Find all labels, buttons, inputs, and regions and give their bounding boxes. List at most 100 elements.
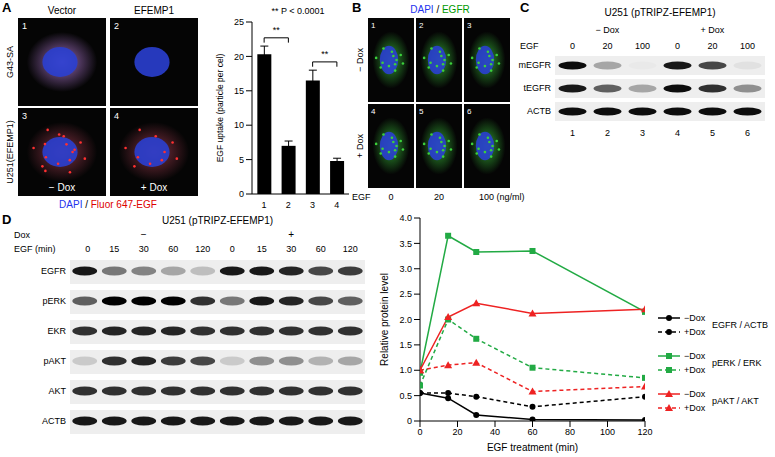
svg-text:100: 100 [635, 41, 650, 51]
svg-text:**: ** [321, 49, 329, 59]
svg-text:60: 60 [316, 244, 326, 254]
svg-text:tEGFR: tEGFR [523, 83, 551, 93]
svg-text:EGF: EGF [520, 41, 539, 51]
svg-text:− Dox: − Dox [355, 48, 365, 72]
svg-text:+Dox: +Dox [684, 365, 706, 375]
svg-text:mEGFR: mEGFR [519, 60, 552, 70]
svg-text:B: B [352, 0, 361, 15]
svg-text:+ Dox: + Dox [141, 182, 167, 193]
svg-text:0: 0 [230, 244, 235, 254]
svg-text:Dox: Dox [14, 230, 31, 240]
svg-text:100: 100 [600, 427, 615, 437]
svg-text:20: 20 [602, 41, 612, 51]
svg-text:1: 1 [570, 128, 575, 138]
svg-text:D: D [2, 212, 11, 227]
svg-text:G43-SA: G43-SA [5, 46, 15, 78]
svg-text:U251 (pTRIPZ-EFEMP1): U251 (pTRIPZ-EFEMP1) [162, 215, 273, 226]
svg-text:3: 3 [467, 21, 472, 30]
svg-text:pAKT / AKT: pAKT / AKT [712, 396, 759, 406]
svg-text:EGFR / ACTB: EGFR / ACTB [712, 320, 768, 330]
svg-text:+Dox: +Dox [684, 403, 706, 413]
svg-text:0: 0 [675, 41, 680, 51]
svg-text:3: 3 [22, 111, 27, 121]
svg-text:− Dox: − Dox [596, 25, 620, 35]
svg-text:−: − [141, 229, 147, 240]
svg-text:120: 120 [195, 244, 210, 254]
svg-text:120: 120 [637, 427, 652, 437]
svg-text:+ Dox: + Dox [701, 25, 725, 35]
svg-text:EFEMP1: EFEMP1 [134, 5, 174, 16]
svg-text:0.5: 0.5 [399, 391, 412, 401]
svg-text:2.0: 2.0 [399, 315, 412, 325]
svg-text:EGF uptake (particle per cel): EGF uptake (particle per cel) [215, 54, 225, 163]
svg-text:3.0: 3.0 [399, 264, 412, 274]
svg-text:EGFR: EGFR [41, 266, 67, 276]
svg-text:60: 60 [168, 244, 178, 254]
svg-text:+Dox: +Dox [684, 327, 706, 337]
svg-text:60: 60 [527, 427, 537, 437]
svg-text:0: 0 [85, 244, 90, 254]
svg-text:0: 0 [388, 192, 393, 202]
svg-text:1.5: 1.5 [399, 340, 412, 350]
svg-text:4: 4 [114, 111, 119, 121]
svg-text:−Dox: −Dox [684, 313, 706, 323]
svg-text:2: 2 [286, 200, 291, 210]
svg-text:DAPI / EGFR: DAPI / EGFR [410, 4, 469, 15]
svg-text:5: 5 [239, 155, 244, 165]
svg-text:C: C [520, 0, 530, 15]
svg-text:6: 6 [745, 128, 750, 138]
svg-text:**: ** [273, 25, 281, 35]
svg-text:Vector: Vector [48, 5, 77, 16]
svg-text:AKT: AKT [48, 386, 66, 396]
svg-text:20: 20 [434, 192, 444, 202]
svg-text:0: 0 [570, 41, 575, 51]
svg-text:** P < 0.0001: ** P < 0.0001 [271, 6, 324, 16]
svg-text:+ Dox: + Dox [355, 134, 365, 158]
svg-text:5: 5 [710, 128, 715, 138]
svg-text:DAPI / Fluor 647-EGF: DAPI / Fluor 647-EGF [59, 199, 157, 210]
svg-text:pERK: pERK [42, 296, 66, 306]
svg-text:pAKT: pAKT [43, 356, 66, 366]
svg-text:100: 100 [740, 41, 755, 51]
svg-text:pERK / ERK: pERK / ERK [712, 358, 762, 368]
svg-text:15: 15 [257, 244, 267, 254]
svg-text:1: 1 [262, 200, 267, 210]
svg-text:4: 4 [334, 200, 339, 210]
svg-text:−Dox: −Dox [684, 389, 706, 399]
svg-text:A: A [2, 0, 12, 15]
svg-text:1: 1 [22, 21, 27, 31]
svg-text:100 (ng/ml): 100 (ng/ml) [479, 192, 525, 202]
svg-text:10: 10 [234, 120, 244, 130]
svg-text:ACTB: ACTB [527, 106, 551, 116]
svg-text:U251 (pTRIPZ-EFEMP1): U251 (pTRIPZ-EFEMP1) [604, 7, 715, 18]
svg-text:3.5: 3.5 [399, 239, 412, 249]
svg-text:2: 2 [114, 21, 119, 31]
svg-text:6: 6 [467, 107, 472, 116]
svg-text:0: 0 [417, 427, 422, 437]
svg-text:2: 2 [419, 21, 424, 30]
svg-text:4: 4 [371, 107, 376, 116]
svg-text:20: 20 [452, 427, 462, 437]
svg-text:1.0: 1.0 [399, 365, 412, 375]
svg-text:2: 2 [605, 128, 610, 138]
svg-text:1: 1 [371, 21, 376, 30]
svg-text:120: 120 [343, 244, 358, 254]
svg-text:4.0: 4.0 [399, 213, 412, 223]
svg-text:30: 30 [286, 244, 296, 254]
svg-text:20: 20 [707, 41, 717, 51]
svg-text:40: 40 [490, 427, 500, 437]
svg-text:0: 0 [407, 416, 412, 426]
svg-text:15: 15 [109, 244, 119, 254]
svg-text:30: 30 [139, 244, 149, 254]
svg-text:Relative protein level: Relative protein level [379, 273, 390, 366]
svg-text:EGF treatment (min): EGF treatment (min) [487, 442, 578, 453]
svg-text:3: 3 [310, 200, 315, 210]
svg-text:3: 3 [640, 128, 645, 138]
svg-text:EGF (min): EGF (min) [14, 244, 56, 254]
svg-text:4: 4 [675, 128, 680, 138]
svg-text:ACTB: ACTB [42, 416, 66, 426]
svg-text:− Dox: − Dox [49, 182, 75, 193]
svg-text:20: 20 [234, 52, 244, 62]
svg-text:EGF: EGF [352, 192, 371, 202]
svg-text:−Dox: −Dox [684, 351, 706, 361]
